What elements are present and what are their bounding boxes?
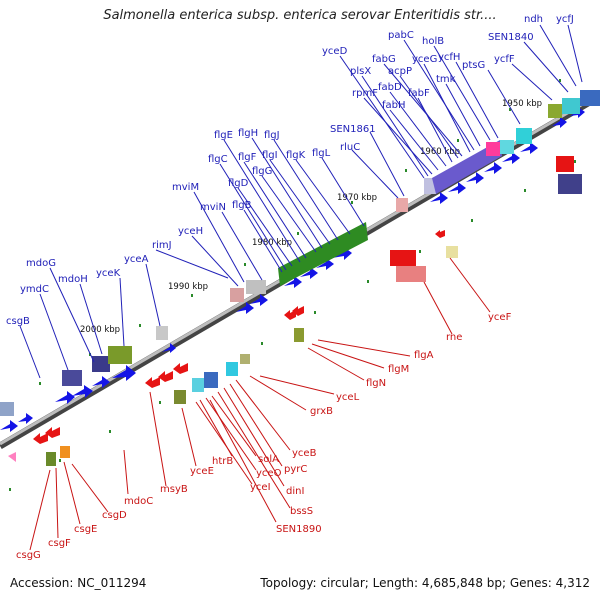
scale-label: 1960 kbp [420, 147, 460, 157]
gene-label: tmk [436, 74, 456, 85]
gene-label: SEN1890 [276, 524, 322, 535]
gene-label: fabD [378, 82, 402, 93]
gene-label: rimJ [152, 240, 172, 251]
gene-label: yceH [178, 226, 203, 237]
gene-label: yceG [412, 54, 437, 65]
gene-label: msyB [160, 484, 188, 495]
gene-label: mviM [172, 182, 199, 193]
gene-label: ptsG [462, 60, 485, 71]
gene-label: plsX [350, 66, 371, 77]
genome-title: Salmonella enterica subsp. enterica sero… [103, 8, 497, 23]
gene-label: grxB [310, 406, 333, 417]
gene-label: flgM [388, 364, 409, 375]
gene-label: flgC [208, 154, 228, 165]
gene-label: csgF [48, 538, 71, 549]
gene-label: mdoG [26, 258, 56, 269]
gene-label: solA [258, 454, 279, 465]
reverse-gene-boxes [8, 174, 582, 466]
tick-marks [9, 79, 576, 491]
scale-label: 2000 kbp [80, 325, 120, 335]
gene-label: flgL [312, 148, 331, 159]
gene-label: flgH [238, 128, 258, 139]
gene-label: flgA [414, 350, 434, 361]
gene-label: flgJ [264, 130, 280, 141]
gene-label: csgB [6, 316, 30, 327]
gene-label: rluC [340, 142, 360, 153]
scale-label: 1950 kbp [502, 99, 542, 109]
gene-label: yceE [190, 466, 214, 477]
gene-label: flgE [214, 130, 233, 141]
gene-label: ycfH [438, 52, 460, 63]
top-gene-labels: ycfJ ndh SEN1840 ycfF ptsG ycfH holB tmk… [6, 14, 574, 327]
gene-label: htrB [212, 456, 233, 467]
gene-label: yceF [488, 312, 512, 323]
bottom-gene-labels: yceF rne flgA flgM flgN yceL grxB yceB p… [16, 312, 512, 561]
gene-label: mdoH [58, 274, 88, 285]
gene-label: yceK [96, 268, 121, 279]
gene-label: csgD [102, 510, 127, 521]
scale-label: 1970 kbp [337, 193, 377, 203]
gene-label: flgG [252, 166, 272, 177]
gene-label: yceL [336, 392, 360, 403]
reverse-strand-arrows [33, 156, 574, 444]
gene-label: yceO [256, 468, 282, 479]
gene-label: flgB [232, 200, 252, 211]
gene-label: SEN1861 [330, 124, 376, 135]
accession-label: Accession: NC_011294 [10, 576, 147, 590]
forward-gene-boxes [0, 90, 600, 416]
gene-label: csgE [74, 524, 97, 535]
gene-label: rne [446, 332, 462, 343]
gene-label: SEN1840 [488, 32, 534, 43]
scale-label: 1980 kbp [252, 238, 292, 248]
gene-label: pyrC [284, 464, 307, 475]
gene-label: dinI [286, 486, 304, 497]
bottom-leader-lines [29, 257, 491, 551]
gene-label: mviN [200, 202, 226, 213]
gene-label: bssS [290, 506, 313, 517]
gene-label: acpP [388, 66, 412, 77]
gene-label: holB [422, 36, 444, 47]
scale-labels: 1950 kbp 1960 kbp 1970 kbp 1980 kbp 1990… [80, 99, 542, 335]
topology-label: Topology: circular; Length: 4,685,848 bp… [260, 576, 590, 590]
gene-label: ycfF [494, 54, 515, 65]
gene-label: yceD [322, 46, 348, 57]
gene-label: yceI [250, 482, 271, 493]
gene-label: yceA [124, 254, 149, 265]
gene-label: flgN [366, 378, 386, 389]
top-leader-lines [19, 24, 583, 379]
gene-label: flgF [238, 152, 257, 163]
gene-label: flgK [286, 150, 306, 161]
scale-label: 1990 kbp [168, 282, 208, 292]
gene-label: pabC [388, 30, 414, 41]
gene-label: flgD [228, 178, 249, 189]
gene-label: rpmF [352, 88, 378, 99]
gene-label: yceB [292, 448, 317, 459]
gene-label: fabH [382, 100, 406, 111]
gene-label: flgI [262, 150, 278, 161]
gene-label: fabF [408, 88, 430, 99]
gene-label: csgG [16, 550, 41, 561]
gene-label: mdoC [124, 496, 153, 507]
gene-label: fabG [372, 54, 396, 65]
gene-label: ymdC [20, 284, 49, 295]
gene-label: ndh [524, 14, 543, 25]
gene-label: ycfJ [556, 14, 574, 25]
